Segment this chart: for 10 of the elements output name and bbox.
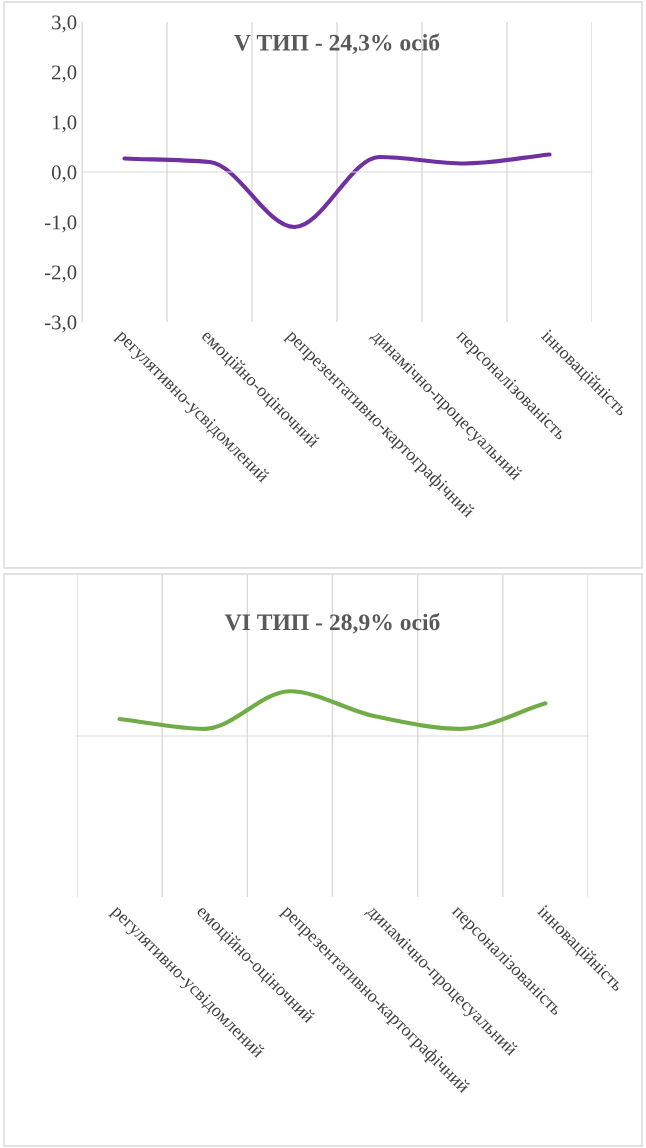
chart-title: VI ТИП - 28,9% осіб xyxy=(224,613,440,634)
y-tick-label: -2,0 xyxy=(44,265,77,283)
y-tick-label: -1,0 xyxy=(44,215,77,233)
chart-title: V ТИП - 24,3% осіб xyxy=(234,33,440,55)
y-tick-label: 0,0 xyxy=(51,165,77,183)
y-tick-label: 2,0 xyxy=(52,65,77,83)
y-tick-label: 1,0 xyxy=(52,115,77,133)
y-tick-label: 3,0 xyxy=(52,15,77,33)
line-series xyxy=(122,152,552,230)
y-tick-label: -3,0 xyxy=(44,315,77,333)
